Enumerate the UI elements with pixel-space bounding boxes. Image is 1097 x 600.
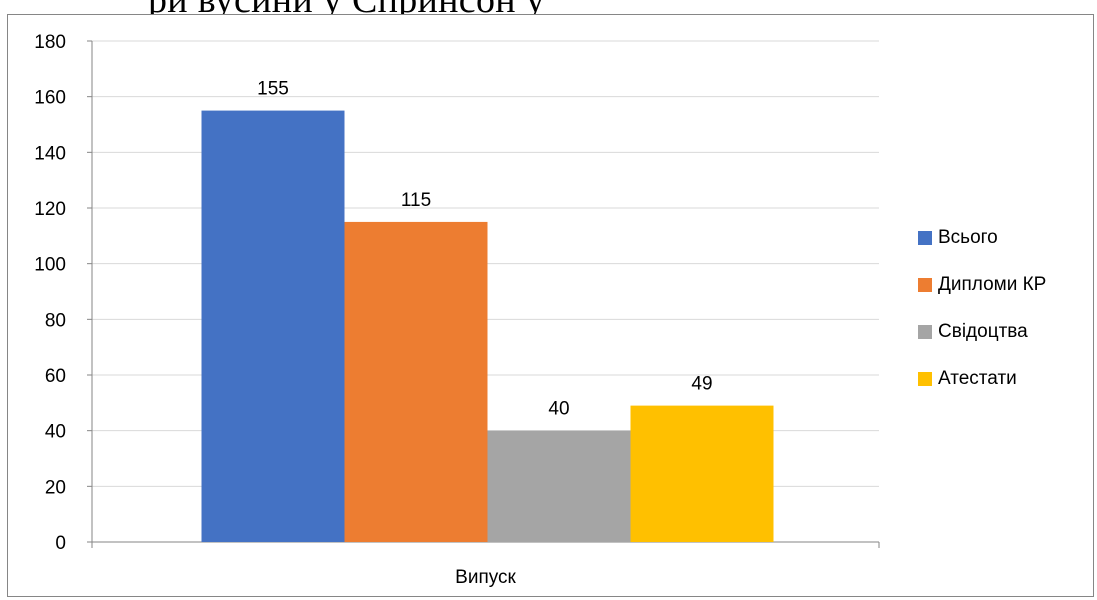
legend: Всього Дипломи КР Свідоцтва Атестати — [918, 226, 1046, 414]
legend-label: Дипломи КР — [938, 274, 1047, 295]
y-tick-label: 60 — [45, 366, 66, 387]
data-label: 115 — [401, 190, 431, 211]
bars — [201, 110, 774, 542]
legend-label: Всього — [938, 227, 998, 248]
y-tick-label: 40 — [45, 422, 66, 443]
bar — [487, 430, 631, 542]
data-label: 40 — [548, 399, 569, 420]
data-labels: 155 115 40 49 — [257, 79, 712, 420]
y-tick-label: 160 — [34, 88, 66, 109]
legend-swatch — [918, 231, 932, 245]
y-tick-label: 180 — [34, 32, 66, 53]
legend-label: Свідоцтва — [938, 321, 1028, 342]
y-tick-label: 120 — [34, 199, 66, 220]
data-label: 49 — [691, 374, 712, 395]
bar — [630, 405, 774, 542]
legend-swatch — [918, 325, 932, 339]
y-tick-label: 0 — [55, 533, 66, 554]
y-tick-label: 140 — [34, 143, 66, 164]
legend-item: Всього — [918, 226, 1046, 250]
legend-item: Свідоцтва — [918, 320, 1046, 344]
bar — [201, 110, 345, 542]
data-label: 155 — [257, 79, 289, 100]
legend-label: Атестати — [938, 368, 1017, 389]
y-tick-label: 100 — [34, 255, 66, 276]
legend-item: Атестати — [918, 367, 1046, 391]
legend-item: Дипломи КР — [918, 273, 1046, 297]
axes: 0 20 40 60 80 100 120 140 160 180 Випуск — [34, 32, 880, 588]
y-tick-label: 20 — [45, 477, 66, 498]
legend-swatch — [918, 372, 932, 386]
x-category-label: Випуск — [455, 567, 516, 588]
bar — [344, 221, 488, 542]
y-tick-label: 80 — [45, 310, 66, 331]
legend-swatch — [918, 278, 932, 292]
